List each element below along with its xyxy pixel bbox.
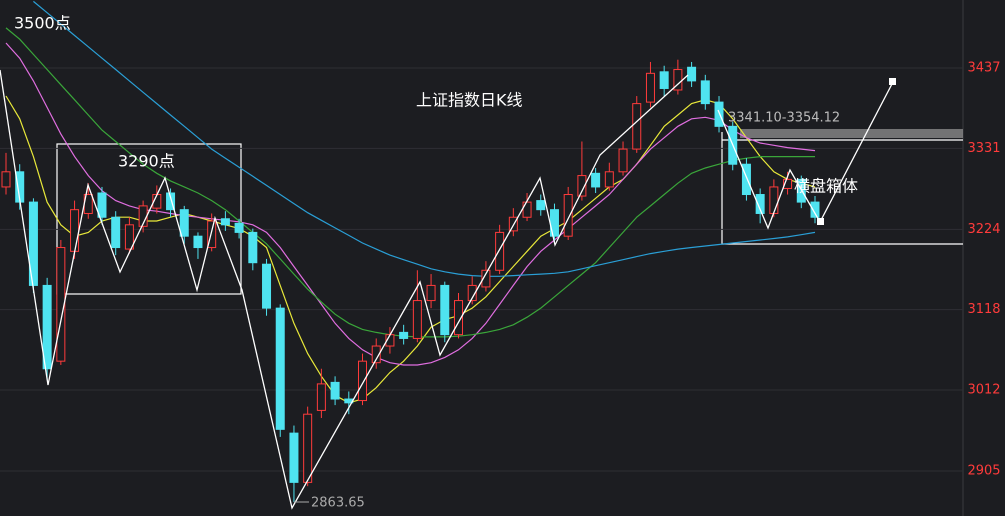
turn-point (817, 218, 824, 225)
y-tick-label: 3012 (967, 382, 1000, 397)
candle-body (42, 284, 52, 370)
candle-body (1, 171, 11, 188)
y-tick-label: 3118 (967, 302, 1000, 317)
y-tick-label: 3331 (967, 141, 1000, 156)
candle-body (453, 300, 463, 336)
annotations: 3500点 3290点 上证指数日K线 3341.10-3354.12 横盘箱体… (0, 14, 896, 511)
candle-body (495, 231, 505, 271)
candle-body (700, 80, 710, 105)
candle-body (536, 200, 546, 211)
candle-body (659, 71, 669, 89)
candle-body (97, 192, 107, 218)
candle-body (330, 381, 340, 400)
candle-body (426, 284, 436, 302)
wave-line (0, 69, 689, 510)
candle-body (111, 216, 121, 249)
candle-body (399, 331, 409, 339)
y-tick-label: 2905 (967, 464, 1000, 479)
candle-body (56, 247, 66, 362)
candle-body (248, 231, 258, 264)
candle-body (618, 148, 628, 173)
candle-body (207, 220, 217, 249)
candle-body (289, 432, 299, 483)
candle-body (358, 360, 368, 402)
annotation: 3341.10-3354.12 (728, 111, 840, 126)
candle-body (262, 263, 272, 309)
candle-body (303, 413, 313, 483)
candle-body (741, 163, 751, 196)
candle-body (769, 186, 779, 214)
chart-title: 上证指数日K线 (416, 91, 523, 110)
annotation: 3500点 (14, 14, 71, 33)
y-tick-label: 3224 (967, 222, 1000, 237)
candle-body (124, 224, 134, 250)
candle-body (179, 209, 189, 237)
candle-body (783, 178, 793, 189)
candle-body (371, 345, 381, 364)
y-tick-label: 3437 (967, 61, 1000, 76)
candle-body (220, 218, 230, 226)
candle-body (755, 194, 765, 214)
candle-body (645, 72, 655, 103)
annotation: 横盘箱体 (794, 177, 858, 196)
layout (0, 0, 964, 516)
candle-body (687, 66, 697, 82)
candle-body (632, 103, 642, 150)
candle-body (316, 383, 326, 411)
candle-body (714, 101, 724, 127)
candle-body (275, 307, 285, 430)
annotation: 3290点 (118, 152, 175, 171)
candle-body (193, 235, 203, 249)
target-point (889, 78, 896, 85)
moving-average (5, 42, 816, 366)
candle-body (481, 269, 491, 288)
forecast-line (717, 81, 894, 230)
candle-body (522, 201, 532, 218)
moving-average (33, 0, 816, 277)
candle-body (591, 172, 601, 188)
candle-body (440, 284, 450, 336)
candle-body (604, 171, 614, 188)
candle-body (810, 201, 820, 218)
candle-body (166, 192, 176, 211)
price-band (740, 129, 963, 138)
candle-body (70, 209, 80, 252)
candle-body (467, 284, 477, 302)
candle-body (563, 194, 573, 237)
moving-average (5, 27, 815, 338)
candle-body (577, 175, 587, 197)
candle-body (234, 222, 244, 233)
candle-body (412, 300, 422, 339)
annotation: 2863.65 (311, 496, 365, 511)
